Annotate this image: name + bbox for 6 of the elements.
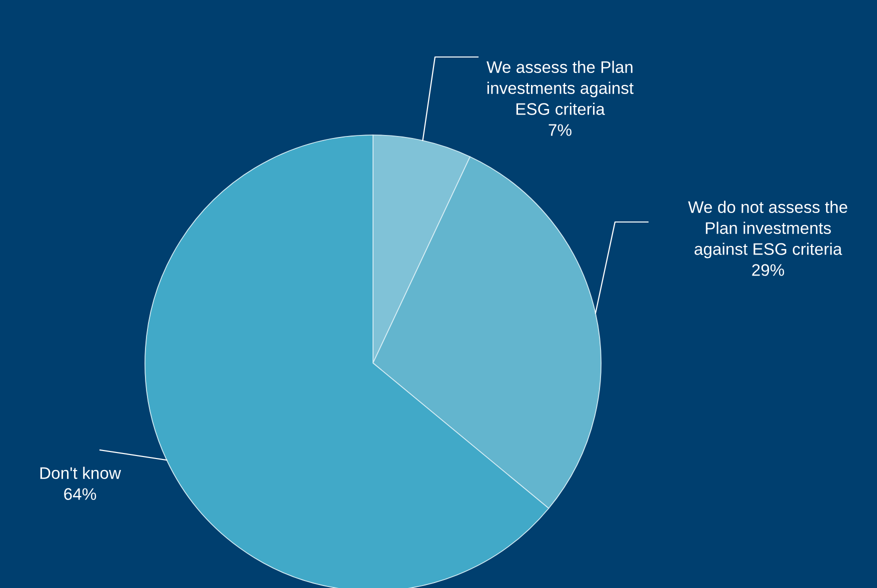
data-label: 7% [548, 124, 572, 136]
slice-label: We do not assess the Plan investments against ESG criteria [688, 200, 848, 258]
data-label: 64% [64, 488, 96, 500]
data-label: 29% [752, 264, 784, 276]
slice-label: Don't know [40, 466, 122, 479]
slice-label: We assess the Plan investments against ESG criteria [486, 60, 634, 115]
